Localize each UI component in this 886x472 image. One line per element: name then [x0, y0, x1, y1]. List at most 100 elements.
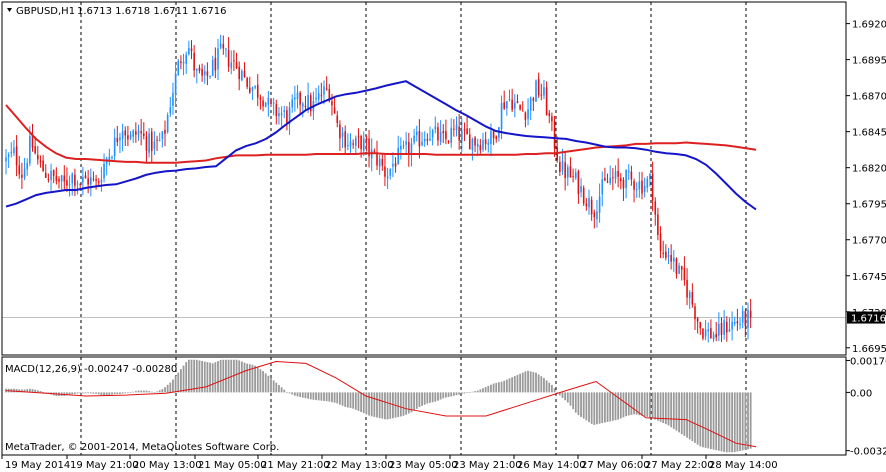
macd-bar [180, 369, 182, 393]
macd-bar [333, 392, 336, 403]
candle-body [458, 126, 460, 141]
candle-body [116, 137, 119, 142]
candle-body [214, 57, 217, 71]
candle-body [731, 321, 733, 330]
macd-bar [291, 392, 294, 395]
candle-body [749, 310, 752, 318]
macd-bar [582, 392, 585, 419]
macd-bar [164, 387, 166, 393]
time-axis-label: 19 May 2014 [5, 460, 70, 471]
price-axis-label: 1.6895 [852, 56, 886, 67]
macd-bar [601, 392, 604, 424]
macd-bar [455, 392, 458, 396]
time-axis-label: 19 May 21:00 [70, 460, 139, 471]
macd-bar [458, 392, 461, 395]
macd-bar [490, 384, 492, 393]
macd-bar [662, 392, 665, 423]
candle-body [272, 102, 275, 104]
macd-bar [625, 392, 627, 417]
macd-bar [320, 392, 323, 401]
price-panel[interactable] [5, 34, 757, 343]
candle-body [392, 163, 394, 167]
candle-body [548, 113, 551, 116]
candle-body [188, 48, 190, 55]
candle-body [180, 61, 182, 63]
macd-bar [278, 385, 280, 393]
candle-body [373, 150, 376, 152]
macd-bar [680, 392, 683, 435]
candle-body [596, 211, 598, 220]
candle-body [113, 137, 116, 157]
candle-body [145, 136, 148, 151]
time-axis-label: 20 May 13:00 [133, 460, 202, 471]
candle-body [688, 292, 691, 298]
macd-bar [744, 392, 747, 450]
macd-bar [127, 392, 129, 393]
macd-bar [225, 359, 227, 393]
candle-body [678, 265, 680, 274]
macd-bar [442, 392, 445, 399]
candle-body [601, 179, 604, 195]
macd-bar [349, 392, 352, 409]
macd-bar [331, 392, 333, 403]
macd-panel[interactable] [5, 359, 757, 453]
candle-body [384, 166, 386, 177]
macd-bar [246, 363, 249, 393]
time-axis-label: 27 May 06:00 [581, 460, 650, 471]
candle-body [21, 174, 23, 178]
candle-body [429, 138, 431, 141]
candle-body [482, 139, 484, 150]
macd-bar [42, 391, 44, 393]
candle-body [635, 188, 638, 190]
candle-body [733, 322, 736, 324]
macd-bar [108, 392, 111, 396]
candle-body [267, 97, 270, 105]
candle-body [15, 146, 18, 166]
macd-bar [309, 392, 312, 400]
macd-bar [606, 392, 609, 422]
macd-bar [463, 392, 466, 394]
macd-bar [569, 392, 572, 406]
candle-body [156, 139, 158, 141]
candle-body [535, 80, 537, 102]
candle-body [26, 163, 28, 170]
macd-bar [251, 364, 254, 393]
macd-bar [723, 392, 726, 452]
candle-body [445, 131, 447, 140]
macd-bar [574, 392, 577, 413]
candle-body [275, 104, 278, 117]
macd-bar [13, 388, 15, 393]
candle-body [291, 99, 293, 108]
time-axis-label: 27 May 22:00 [645, 460, 714, 471]
macd-bar [254, 365, 256, 393]
macd-bar [423, 392, 426, 405]
macd-bar [710, 392, 712, 450]
macd-bar [524, 371, 527, 393]
macd-bar [137, 390, 140, 393]
macd-bar [593, 392, 596, 425]
macd-bar [346, 392, 349, 408]
dropdown-triangle-icon[interactable] [7, 8, 12, 12]
macd-bar [357, 392, 360, 411]
macd-bar [362, 392, 365, 414]
macd-bar [545, 380, 548, 393]
candle-body [5, 157, 7, 162]
macd-bar [156, 391, 158, 393]
macd-bar [28, 388, 31, 393]
macd-bar [611, 392, 614, 421]
macd-bar [678, 392, 680, 433]
candle-body [704, 329, 707, 337]
ohlc-values: 1.6713 1.6718 1.6711 1.6716 [77, 6, 227, 17]
macd-bar [627, 392, 630, 416]
candle-body [331, 101, 333, 106]
candle-body [572, 176, 574, 178]
candle-body [121, 131, 124, 139]
candle-body [243, 70, 246, 77]
macd-bar [286, 392, 288, 393]
candle-body [211, 59, 214, 77]
candle-body [235, 62, 238, 69]
macd-bar [413, 392, 415, 411]
candle-body [490, 131, 492, 145]
candle-body [135, 131, 137, 135]
